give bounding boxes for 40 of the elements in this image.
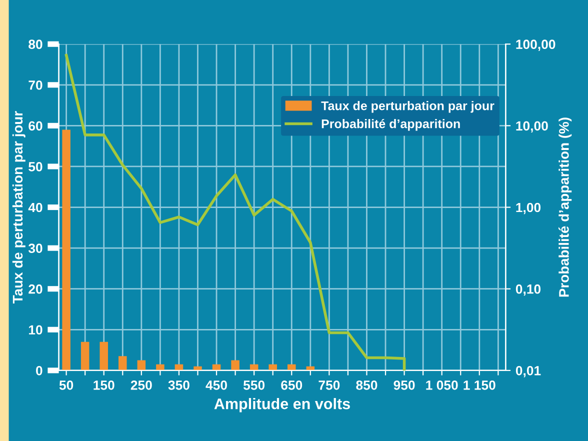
bar — [137, 360, 146, 370]
bar — [80, 342, 90, 370]
y2-tick-label: 1,00 — [516, 202, 541, 214]
x-tick-label: 950 — [394, 380, 415, 390]
y2-tick-label: 100,00 — [516, 40, 556, 51]
y-tick-label: 20 — [28, 284, 42, 294]
y-tick-label: 70 — [28, 80, 42, 90]
x-tick-label: 50 — [59, 380, 74, 390]
y2-tick-label: 0,10 — [516, 284, 541, 296]
bar — [62, 130, 70, 370]
x-axis-title: Amplitude en volts — [214, 398, 350, 412]
x-tick-label: 450 — [206, 380, 227, 390]
bar — [287, 364, 296, 370]
bar — [100, 342, 108, 370]
x-tick-label: 650 — [281, 380, 302, 390]
y-tick-label: 40 — [28, 202, 42, 212]
x-tick-label: 1 050 — [426, 380, 458, 390]
y2-tick-label: 10,00 — [516, 121, 548, 133]
y-tick-label: 10 — [28, 325, 42, 335]
x-tick-label: 750 — [318, 380, 340, 390]
y-tick-label: 0 — [36, 366, 42, 376]
y-tick-label: 50 — [28, 162, 42, 172]
x-tick-label: 850 — [356, 380, 378, 390]
y-tick-label: 80 — [28, 40, 42, 50]
bar — [231, 360, 240, 370]
legend-label: Taux de perturbation par jour — [321, 101, 494, 113]
y-tick-label: 60 — [28, 121, 42, 131]
bar — [268, 364, 277, 370]
bar — [156, 364, 164, 370]
x-tick-label: 350 — [168, 380, 190, 390]
y2-axis-title: Probabilité d’apparition (%) — [558, 118, 572, 297]
x-tick-label: 250 — [130, 380, 152, 390]
x-tick-label: 150 — [94, 380, 114, 390]
y-tick-label: 30 — [28, 244, 42, 253]
y-axis-title: Taux de perturbation par jour — [12, 111, 26, 304]
legend-label: Probabilité d’apparition — [322, 118, 460, 131]
bar — [118, 356, 127, 370]
x-tick-label: 1 150 — [464, 380, 496, 390]
y2-tick-label: 0,01 — [516, 366, 541, 378]
x-tick-label: 550 — [243, 380, 265, 390]
